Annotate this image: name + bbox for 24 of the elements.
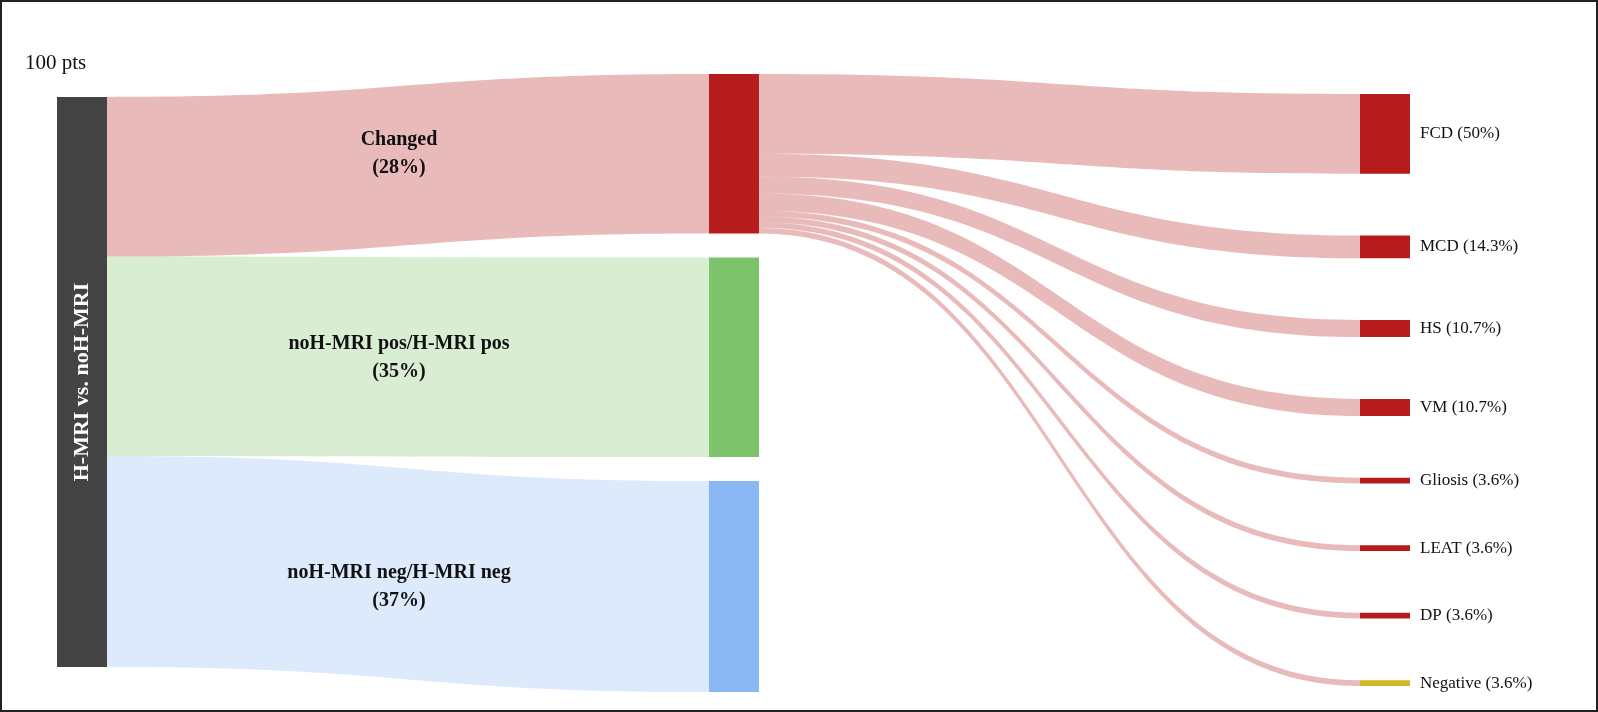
category-label: Changed <box>360 126 438 150</box>
data-label: (3.6%) <box>1472 470 1520 490</box>
data-label: (14.3%) <box>1462 236 1519 256</box>
category-label: HS <box>1420 318 1442 338</box>
data-label: (10.7%) <box>1445 318 1502 338</box>
category-label: Negative <box>1420 672 1482 692</box>
category-label: DP <box>1420 605 1442 625</box>
data-label: (37%) <box>372 587 426 611</box>
category-label: Gliosis <box>1420 470 1469 490</box>
category-label: LEAT <box>1420 537 1463 557</box>
data-label: (10.7%) <box>1451 396 1507 416</box>
data-label: (35%) <box>372 358 426 382</box>
chart-title: 100 pts <box>25 49 87 74</box>
category-label: VM <box>1420 396 1448 416</box>
data-label: (3.6%) <box>1485 672 1533 692</box>
text: H-MRI vs. noH-MRI <box>67 282 93 482</box>
category-label: FCD <box>1420 123 1454 143</box>
data-label: (28%) <box>372 154 426 178</box>
data-label: (50%) <box>1457 123 1500 143</box>
category-label: noH-MRI pos/H-MRI pos <box>288 330 510 354</box>
category-label: MCD <box>1420 236 1459 256</box>
category-label: noH-MRI neg/H-MRI neg <box>287 559 511 583</box>
data-label: (3.6%) <box>1445 605 1493 625</box>
data-label: (3.6%) <box>1465 537 1513 557</box>
